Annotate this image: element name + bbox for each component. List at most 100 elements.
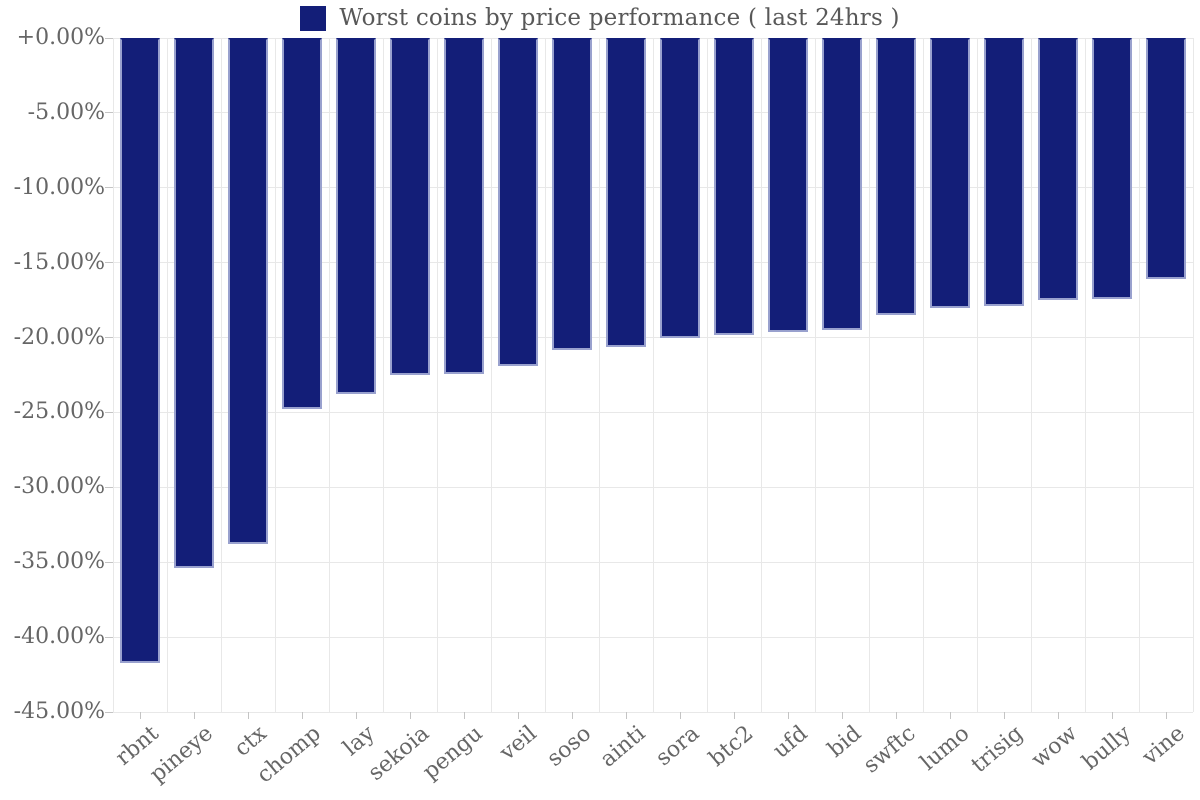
y-tick-label: -30.00%: [13, 474, 105, 500]
y-tick-label: -25.00%: [13, 399, 105, 425]
x-tick-mark: [1003, 712, 1005, 719]
y-tick-mark: [105, 187, 113, 189]
x-tick-mark: [301, 712, 303, 719]
x-tick-mark: [787, 712, 789, 719]
x-tick-label-sekoia: sekoia: [363, 721, 435, 786]
bar-lay: [336, 38, 376, 395]
bar-swftc: [876, 38, 916, 316]
bar-bully: [1092, 38, 1132, 299]
chart-legend: Worst coins by price performance ( last …: [0, 5, 1200, 31]
x-tick-label-lumo: lumo: [915, 721, 975, 776]
x-tick-label-bully: bully: [1078, 721, 1137, 776]
x-tick-label-chomp: chomp: [252, 721, 327, 789]
bar-trisig: [984, 38, 1024, 307]
gridline-vertical: [706, 38, 708, 712]
x-tick-label-sora: sora: [651, 721, 705, 772]
bar-ainti: [606, 38, 646, 347]
bar-ctx: [228, 38, 268, 545]
legend-label: Worst coins by price performance ( last …: [339, 5, 900, 31]
bar-soso: [552, 38, 592, 350]
y-tick-label: -45.00%: [13, 699, 105, 724]
gridline-vertical: [760, 38, 762, 712]
bar-pengu: [444, 38, 484, 374]
x-tick-mark: [949, 712, 951, 719]
y-tick-label: +0.00%: [16, 25, 105, 50]
x-tick-mark: [409, 712, 411, 719]
gridline-vertical: [544, 38, 546, 712]
y-tick-label: -35.00%: [13, 549, 105, 575]
gridline-horizontal: [113, 711, 1193, 713]
y-axis: +0.00% -5.00% -10.00% -15.00% -20.00% -25.00%…: [0, 0, 105, 800]
x-tick-label-ainti: ainti: [595, 721, 651, 773]
legend-swatch-icon: [300, 5, 327, 31]
gridline-vertical: [1084, 38, 1086, 712]
y-tick-mark: [105, 37, 113, 39]
gridline-vertical: [868, 38, 870, 712]
y-tick-mark: [105, 636, 113, 638]
x-tick-mark: [733, 712, 735, 719]
x-tick-mark: [1165, 712, 1167, 719]
bar-ufd: [768, 38, 808, 332]
y-tick-mark: [105, 337, 113, 339]
x-tick-label-trisig: trisig: [966, 721, 1029, 778]
gridline-vertical: [166, 38, 168, 712]
x-tick-label-veil: veil: [495, 721, 543, 766]
bar-wow: [1038, 38, 1078, 301]
gridline-vertical: [652, 38, 654, 712]
x-tick-label-pineye: pineye: [145, 721, 219, 788]
x-tick-label-bid: bid: [823, 721, 867, 763]
y-tick-mark: [105, 561, 113, 563]
gridline-vertical: [1138, 38, 1140, 712]
x-tick-label-ufd: ufd: [768, 721, 813, 764]
bar-rbnt: [120, 38, 160, 663]
x-tick-mark: [517, 712, 519, 719]
x-tick-mark: [247, 712, 249, 719]
plot-area: [105, 37, 1194, 719]
bar-btc2: [714, 38, 754, 335]
x-tick-label-soso: soso: [542, 721, 597, 772]
x-tick-mark: [625, 712, 627, 719]
x-tick-label-rbnt: rbnt: [111, 721, 165, 771]
y-tick-label: -10.00%: [13, 174, 105, 200]
x-tick-mark: [841, 712, 843, 719]
x-tick-label-btc2: btc2: [704, 721, 759, 772]
x-tick-mark: [571, 712, 573, 719]
bar-chomp: [282, 38, 322, 410]
x-tick-label-lay: lay: [339, 721, 381, 762]
bar-sekoia: [390, 38, 430, 375]
x-tick-label-ctx: ctx: [230, 721, 273, 762]
y-tick-label: -15.00%: [13, 249, 105, 275]
gridline-vertical: [112, 38, 114, 712]
x-tick-label-pengu: pengu: [418, 721, 489, 785]
x-tick-mark: [355, 712, 357, 719]
gridline-vertical: [814, 38, 816, 712]
y-tick-mark: [105, 486, 113, 488]
x-tick-mark: [1111, 712, 1113, 719]
bar-pineye: [174, 38, 214, 569]
y-tick-mark: [105, 711, 113, 713]
gridline-vertical: [220, 38, 222, 712]
gridline-vertical: [922, 38, 924, 712]
gridline-vertical: [976, 38, 978, 712]
gridline-vertical: [382, 38, 384, 712]
bar-vine: [1146, 38, 1186, 280]
y-tick-mark: [105, 262, 113, 264]
bar-bid: [822, 38, 862, 331]
bar-lumo: [930, 38, 970, 308]
y-tick-mark: [105, 112, 113, 114]
x-tick-label-wow: wow: [1026, 721, 1083, 773]
x-tick-mark: [463, 712, 465, 719]
gridline-vertical: [436, 38, 438, 712]
x-tick-mark: [193, 712, 195, 719]
gridline-vertical: [274, 38, 276, 712]
x-tick-mark: [895, 712, 897, 719]
y-tick-label: -40.00%: [13, 624, 105, 650]
x-tick-mark: [1057, 712, 1059, 719]
gridline-vertical: [490, 38, 492, 712]
bar-veil: [498, 38, 538, 366]
x-tick-mark: [139, 712, 141, 719]
y-tick-mark: [105, 411, 113, 413]
x-tick-label-swftc: swftc: [858, 721, 921, 779]
gridline-vertical: [598, 38, 600, 712]
